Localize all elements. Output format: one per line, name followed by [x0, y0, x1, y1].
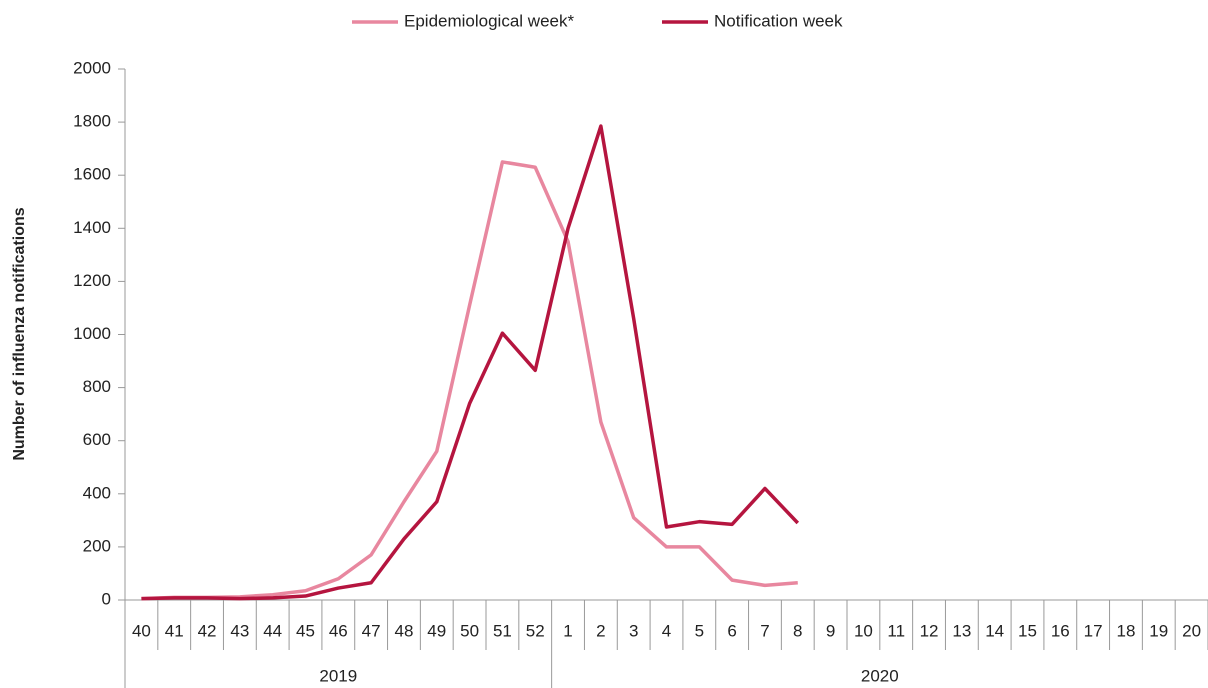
x-group-label: 2020 — [861, 666, 899, 685]
x-group-label: 2019 — [319, 666, 357, 685]
x-tick-label: 17 — [1084, 621, 1103, 640]
x-tick-label: 19 — [1149, 621, 1168, 640]
x-tick-label: 45 — [296, 621, 315, 640]
x-tick-label: 52 — [526, 621, 545, 640]
y-tick-label: 200 — [83, 536, 111, 555]
x-tick-label: 46 — [329, 621, 348, 640]
x-tick-label: 15 — [1018, 621, 1037, 640]
x-tick-label: 7 — [760, 621, 769, 640]
series-line — [141, 160, 798, 601]
y-tick-label: 800 — [83, 377, 111, 396]
x-tick-label: 51 — [493, 621, 512, 640]
x-tick-label: 11 — [887, 621, 905, 640]
y-tick-label: 400 — [83, 483, 111, 502]
y-axis-label: Number of influenza notifications — [11, 207, 28, 460]
y-tick-label: 0 — [102, 589, 111, 608]
x-tick-label: 8 — [793, 621, 802, 640]
x-tick-label: 18 — [1116, 621, 1135, 640]
x-tick-label: 41 — [165, 621, 184, 640]
x-tick-label: 12 — [920, 621, 939, 640]
x-tick-label: 40 — [132, 621, 151, 640]
x-tick-label: 1 — [563, 621, 572, 640]
y-tick-label: 1200 — [73, 271, 111, 290]
y-tick-label: 1000 — [73, 324, 111, 343]
x-tick-label: 16 — [1051, 621, 1070, 640]
x-tick-label: 44 — [263, 621, 282, 640]
x-tick-label: 13 — [952, 621, 971, 640]
y-tick-label: 1800 — [73, 112, 111, 131]
x-tick-label: 50 — [460, 621, 479, 640]
y-tick-label: 1600 — [73, 165, 111, 184]
x-tick-label: 2 — [596, 621, 605, 640]
x-tick-label: 20 — [1182, 621, 1201, 640]
x-tick-label: 4 — [662, 621, 671, 640]
x-tick-label: 5 — [695, 621, 704, 640]
x-tick-label: 9 — [826, 621, 835, 640]
legend-label: Notification week — [714, 11, 843, 30]
x-tick-label: 43 — [230, 621, 249, 640]
series-line — [141, 124, 800, 601]
x-tick-label: 6 — [727, 621, 736, 640]
x-tick-label: 42 — [198, 621, 217, 640]
x-tick-label: 48 — [394, 621, 413, 640]
x-tick-label: 47 — [362, 621, 381, 640]
legend-label: Epidemiological week* — [404, 11, 574, 30]
x-tick-label: 49 — [427, 621, 446, 640]
y-tick-label: 1400 — [73, 218, 111, 237]
x-tick-label: 3 — [629, 621, 638, 640]
x-tick-label: 14 — [985, 621, 1004, 640]
x-tick-label: 10 — [854, 621, 873, 640]
y-tick-label: 2000 — [73, 58, 111, 77]
y-tick-label: 600 — [83, 430, 111, 449]
